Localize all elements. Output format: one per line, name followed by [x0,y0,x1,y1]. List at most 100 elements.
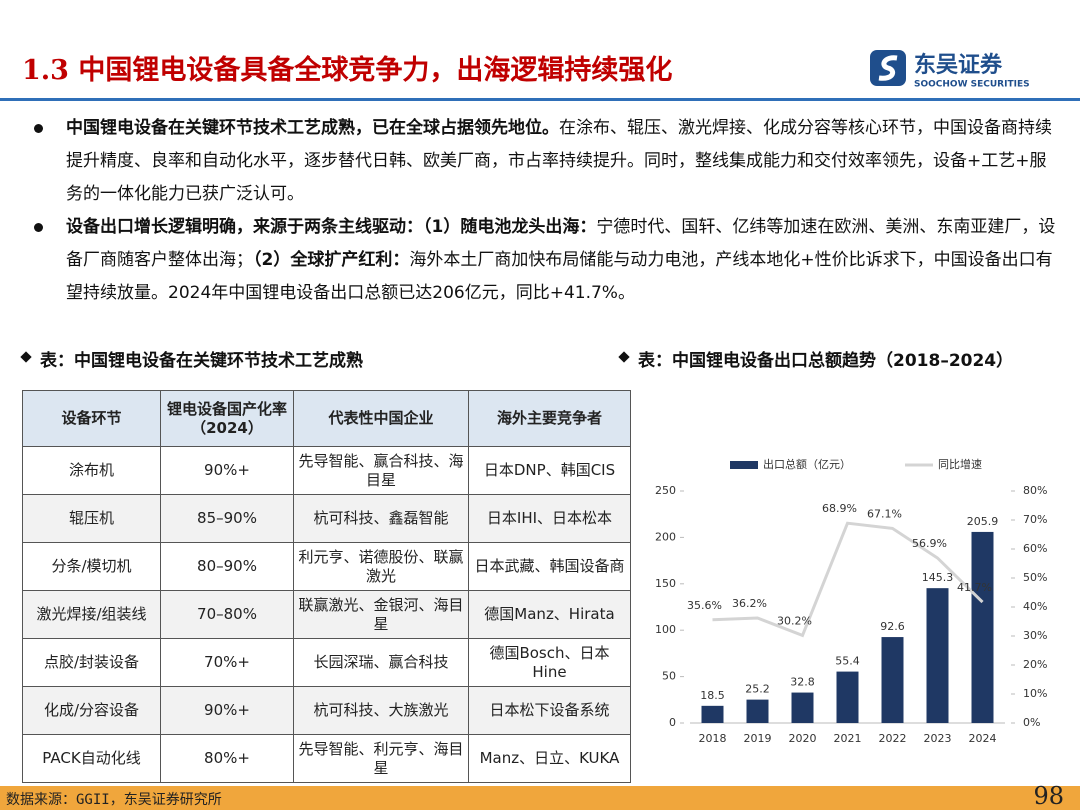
body-text: 海外本土厂商加快布局储能与动力电池，产线本地化+性价比诉求下，中国设备出口有望持… [66,250,1053,303]
y2-tick-label: 60% [1023,542,1047,555]
y2-tick-label: 20% [1023,658,1047,671]
table-row: 分条/模切机 80–90% 利元亨、诺德股份、联赢激光 日本武藏、韩国设备商 [22,542,631,591]
y2-tick-label: 80% [1023,484,1047,497]
x-tick-label: 2022 [879,732,907,745]
header-cell: 海外主要竞争者 [468,390,631,447]
header-cell: 锂电设备国产化率（2024） [160,390,294,447]
bar-label: 55.4 [835,655,860,668]
table-cell: Manz、日立、KUKA [468,734,631,783]
legend-label: 出口总额（亿元） [763,457,851,471]
y2-tick-label: 40% [1023,600,1047,613]
bar [701,705,724,723]
line-label: 67.1% [867,507,902,520]
table-cell: 杭可科技、鑫磊智能 [293,494,469,543]
table-row: 辊压机 85–90% 杭可科技、鑫磊智能 日本IHI、日本松本 [22,494,631,543]
bar-label: 205.9 [967,515,999,528]
bar [791,692,814,723]
bar [926,588,949,723]
legend-label: 同比增速 [938,457,982,471]
header-cell: 代表性中国企业 [293,390,469,447]
x-tick-label: 2023 [924,732,952,745]
logo-name: 东吴证券 [914,52,1003,78]
y-tick-label: 0 [669,716,676,729]
table-row: 涂布机 90%+ 先导智能、赢合科技、海目星 日本DNP、韩国CIS [22,446,631,495]
table-cell: 日本武藏、韩国设备商 [468,542,631,591]
table-cell: 涂布机 [22,446,161,495]
bar-label: 25.2 [745,683,770,696]
y-tick-label: 100 [655,623,676,636]
bold-text: 设备出口增长逻辑明确，来源于两条主线驱动：（1）随电池龙头出海： [66,217,597,237]
table-cell: 长园深瑞、赢合科技 [293,638,469,687]
bullet: 设备出口增长逻辑明确，来源于两条主线驱动：（1）随电池龙头出海：宁德时代、国轩、… [34,211,1056,310]
header-cell: 设备环节 [22,390,161,447]
footer: 数据来源：GGII，东吴证券研究所 98 [0,782,1080,810]
table-cell: 85–90% [160,494,294,543]
x-tick-label: 2020 [789,732,817,745]
table-cell: 日本IHI、日本松本 [468,494,631,543]
line-label: 56.9% [912,537,947,550]
line-label: 41.7% [957,581,992,594]
table-cell: 日本DNP、韩国CIS [468,446,631,495]
y2-tick-label: 10% [1023,687,1047,700]
table-row: PACK自动化线 80%+ 先导智能、利元亨、海目星 Manz、日立、KUKA [22,734,631,783]
bar [881,637,904,723]
bold-text: （2）全球扩产红利： [253,250,410,270]
y2-tick-label: 50% [1023,571,1047,584]
header-rule [0,98,1080,101]
x-tick-label: 2018 [699,732,727,745]
table-cell: 先导智能、赢合科技、海目星 [293,446,469,495]
table-cell: 70%+ [160,638,294,687]
table-cell: 激光焊接/组装线 [22,590,161,639]
table-row: 点胶/封装设备 70%+ 长园深瑞、赢合科技 德国Bosch、日本Hine [22,638,631,687]
body-text: 在涂布、辊压、激光焊接、化成分容等核心环节，中国设备商持续提升精度、良率和自动化… [66,118,1052,204]
y-tick-label: 200 [655,530,676,543]
table-cell: PACK自动化线 [22,734,161,783]
table-cell: 化成/分容设备 [22,686,161,735]
y2-tick-label: 0% [1023,716,1040,729]
bar-label: 18.5 [700,689,725,702]
table-cell: 利元亨、诺德股份、联赢激光 [293,542,469,591]
table-cell: 分条/模切机 [22,542,161,591]
slide-title: 1.3 中国锂电设备具备全球竞争力，出海逻辑持续强化 [22,55,673,86]
y-tick-label: 50 [662,670,676,683]
bold-text: 中国锂电设备在关键环节技术工艺成熟，已在全球占据领先地位。 [66,118,559,138]
body-text: 宁德时代、国轩、亿纬等加速在欧洲、美洲、东南亚建厂，设备厂商随客户整体出海； [66,217,1056,270]
logo-sub: SOOCHOW SECURITIES [914,80,1030,90]
caption-text: 表：中国锂电设备在关键环节技术工艺成熟 [40,351,363,371]
chart: 0 50 100 150 200 250 0% 10% 20% 30% 40% 50% 60% 70% 80… [655,457,1047,745]
table-cell: 点胶/封装设备 [22,638,161,687]
line-label: 36.2% [732,597,767,610]
source: 数据来源：GGII，东吴证券研究所 [6,792,222,808]
line-label: 30.2% [777,614,812,627]
y2-tick-label: 30% [1023,629,1047,642]
table-cell: 先导智能、利元亨、海目星 [293,734,469,783]
chart-caption: 表：中国锂电设备出口总额趋势（2018–2024） [618,346,1013,371]
table-row: 化成/分容设备 90%+ 杭可科技、大族激光 日本松下设备系统 [22,686,631,735]
y-tick-label: 250 [655,484,676,497]
table-cell: 德国Manz、Hirata [468,590,631,639]
table-cell: 德国Bosch、日本Hine [468,638,631,687]
header-row: 设备环节 锂电设备国产化率（2024） 代表性中国企业 海外主要竞争者 [22,390,631,447]
bullet: 中国锂电设备在关键环节技术工艺成熟，已在全球占据领先地位。在涂布、辊压、激光焊接… [34,112,1056,211]
bar-label: 32.8 [790,676,815,689]
line-label: 68.9% [822,502,857,515]
table-cell: 70–80% [160,590,294,639]
y-tick-label: 150 [655,577,676,590]
bar-label: 145.3 [922,571,954,584]
table-cell: 90%+ [160,686,294,735]
line [712,521,984,638]
bullet-dot [34,223,43,232]
y2-tick-label: 70% [1023,513,1047,526]
bar [836,671,859,723]
table: 设备环节 锂电设备国产化率（2024） 代表性中国企业 海外主要竞争者 涂布机 90%+ 先… [22,390,631,783]
bar [971,531,994,723]
x-tick-label: 2021 [834,732,862,745]
table-cell: 80%+ [160,734,294,783]
table-row: 激光焊接/组装线 70–80% 联赢激光、金银河、海目星 德国Manz、Hirata [22,590,631,639]
table-cell: 80–90% [160,542,294,591]
table-cell: 辊压机 [22,494,161,543]
line-label: 35.6% [687,599,722,612]
table-cell: 杭可科技、大族激光 [293,686,469,735]
x-tick-label: 2024 [969,732,997,745]
